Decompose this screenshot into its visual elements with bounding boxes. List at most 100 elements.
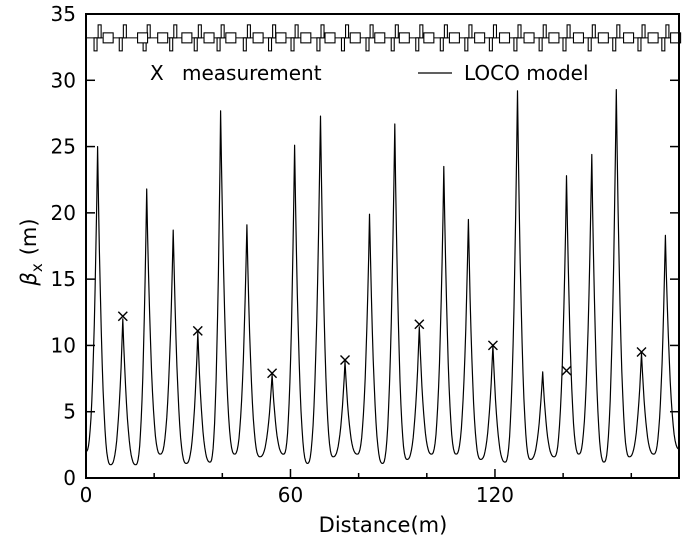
lattice-dipole bbox=[102, 32, 114, 44]
lattice-quad-focusing bbox=[220, 24, 225, 39]
lattice-quad-defocusing bbox=[415, 37, 420, 52]
loco-model-line bbox=[85, 89, 680, 466]
lattice-dipole bbox=[670, 32, 682, 44]
lattice-quad-focusing bbox=[468, 24, 473, 39]
measurement-point bbox=[561, 365, 572, 376]
measurement-markers bbox=[117, 311, 647, 379]
lattice-dipole bbox=[423, 32, 435, 44]
lattice-quad-focusing bbox=[173, 24, 178, 39]
x-tick-label: 0 bbox=[80, 483, 93, 507]
lattice-quad-defocusing bbox=[562, 37, 567, 52]
y-tick-label: 5 bbox=[63, 400, 76, 424]
lattice-quad-defocusing bbox=[267, 37, 273, 52]
lattice-quad-focusing bbox=[616, 24, 621, 39]
lattice-quad-defocusing bbox=[488, 37, 493, 52]
lattice-quad-defocusing bbox=[661, 37, 666, 52]
legend-model-label: LOCO model bbox=[464, 61, 589, 85]
x-tick-label: 60 bbox=[278, 483, 303, 507]
lattice-quad-focusing bbox=[246, 24, 251, 39]
lattice-quad-focusing bbox=[419, 24, 424, 39]
y-tick-label: 0 bbox=[63, 466, 76, 490]
lattice-quad-defocusing bbox=[637, 37, 642, 52]
lattice-quad-focusing bbox=[566, 24, 571, 39]
y-axis-title: βx (m) bbox=[17, 218, 46, 286]
y-axis-title-symbol: β bbox=[17, 272, 41, 286]
measurement-marker-stroke bbox=[192, 325, 203, 336]
measurement-marker-stroke bbox=[117, 311, 128, 322]
lattice-quad-defocusing bbox=[169, 37, 174, 52]
lattice-quad-defocusing bbox=[464, 37, 469, 52]
lattice-quad-focusing bbox=[122, 24, 127, 39]
lattice-quad-focusing bbox=[394, 24, 399, 39]
x-tick-label: 120 bbox=[476, 483, 514, 507]
measurement-marker-stroke bbox=[487, 340, 498, 351]
lattice-quad-focusing bbox=[492, 24, 498, 39]
lattice-dipole bbox=[398, 32, 410, 44]
measurement-point bbox=[117, 311, 128, 322]
measurement-point bbox=[340, 355, 351, 366]
legend-measurement-label: measurement bbox=[182, 61, 322, 85]
lattice-quad-defocusing bbox=[316, 37, 321, 52]
lattice-quad-defocusing bbox=[538, 37, 543, 52]
lattice-dipole bbox=[225, 32, 237, 44]
y-axis-title-unit: (m) bbox=[17, 218, 41, 255]
y-tick-label: 10 bbox=[51, 333, 76, 357]
lattice-quad-defocusing bbox=[612, 37, 617, 52]
lattice-dipole bbox=[597, 32, 609, 44]
lattice-quad-focusing bbox=[369, 24, 374, 39]
lattice-quad-defocusing bbox=[242, 37, 247, 52]
y-tick-label: 15 bbox=[51, 267, 76, 291]
lattice-quad-focusing bbox=[641, 24, 646, 39]
lattice-quad-defocusing bbox=[118, 37, 123, 52]
lattice-dipole bbox=[572, 32, 585, 44]
lattice-dipole bbox=[252, 32, 264, 44]
lattice-dipole bbox=[448, 32, 460, 44]
lattice-quad-defocusing bbox=[216, 37, 221, 52]
lattice-dipole bbox=[203, 32, 215, 44]
lattice-quad-focusing bbox=[665, 24, 670, 39]
lattice-quad-defocusing bbox=[93, 37, 98, 52]
lattice-dipole bbox=[275, 32, 287, 44]
lattice-quad-defocusing bbox=[390, 37, 395, 52]
lattice-dipole bbox=[374, 32, 386, 44]
legend-marker-symbol: X bbox=[150, 61, 164, 85]
measurement-point bbox=[636, 347, 647, 358]
measurement-marker-stroke bbox=[561, 365, 572, 376]
lattice-quad-defocusing bbox=[340, 37, 346, 52]
y-tick-label: 30 bbox=[51, 68, 76, 92]
lattice-dipole bbox=[324, 32, 336, 44]
x-axis-title: Distance(m) bbox=[319, 513, 448, 537]
y-tick-label: 35 bbox=[51, 2, 76, 26]
lattice-dipole bbox=[647, 32, 659, 44]
lattice-quad-focusing bbox=[197, 24, 202, 39]
lattice-quad-focusing bbox=[146, 24, 151, 39]
lattice-dipole bbox=[498, 32, 511, 44]
lattice-dipole bbox=[548, 32, 560, 44]
measurement-point bbox=[414, 319, 425, 330]
lattice-quad-defocusing bbox=[513, 37, 518, 52]
measurement-marker-stroke bbox=[340, 355, 351, 366]
measurement-marker-stroke bbox=[636, 347, 647, 358]
lattice-quad-defocusing bbox=[587, 37, 592, 52]
lattice-quad-defocusing bbox=[193, 37, 198, 52]
measurement-point bbox=[192, 325, 203, 336]
lattice-dipole bbox=[137, 32, 149, 44]
measurement-point bbox=[267, 368, 278, 379]
lattice-dipole bbox=[300, 32, 312, 44]
lattice-quad-focusing bbox=[443, 24, 448, 39]
lattice-quad-focusing bbox=[272, 24, 277, 39]
measurement-marker-stroke bbox=[414, 319, 425, 330]
lattice-dipole bbox=[181, 32, 193, 44]
lattice-dipole bbox=[474, 32, 486, 44]
y-tick-label: 20 bbox=[51, 201, 76, 225]
lattice-dipole bbox=[349, 32, 361, 44]
plot-frame bbox=[85, 13, 680, 479]
y-axis-title-subscript: x bbox=[28, 263, 46, 272]
lattice-quad-focusing bbox=[320, 24, 325, 39]
lattice-quad-focusing bbox=[591, 24, 596, 39]
lattice-quad-focusing bbox=[542, 24, 547, 39]
legend: X measurement LOCO model bbox=[150, 61, 589, 85]
lattice-quad-defocusing bbox=[365, 37, 370, 52]
lattice-quad-defocusing bbox=[439, 37, 444, 52]
